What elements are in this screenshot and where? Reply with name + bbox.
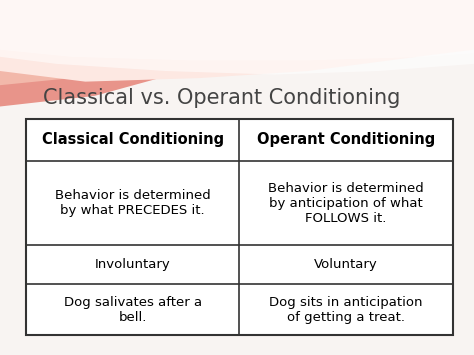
Polygon shape	[0, 0, 474, 75]
Text: Operant Conditioning: Operant Conditioning	[257, 132, 435, 147]
Text: Behavior is determined
by anticipation of what
FOLLOWS it.: Behavior is determined by anticipation o…	[268, 182, 424, 225]
Text: Voluntary: Voluntary	[314, 258, 378, 271]
FancyBboxPatch shape	[26, 119, 453, 335]
Polygon shape	[0, 0, 474, 82]
Text: Behavior is determined
by what PRECEDES it.: Behavior is determined by what PRECEDES …	[55, 189, 210, 217]
Text: Dog salivates after a
bell.: Dog salivates after a bell.	[64, 296, 202, 324]
Polygon shape	[0, 0, 474, 106]
Text: Dog sits in anticipation
of getting a treat.: Dog sits in anticipation of getting a tr…	[269, 296, 423, 324]
Text: Involuntary: Involuntary	[95, 258, 171, 271]
Text: Classical vs. Operant Conditioning: Classical vs. Operant Conditioning	[43, 88, 400, 108]
Polygon shape	[0, 0, 474, 60]
Polygon shape	[0, 0, 474, 85]
Text: Classical Conditioning: Classical Conditioning	[42, 132, 224, 147]
